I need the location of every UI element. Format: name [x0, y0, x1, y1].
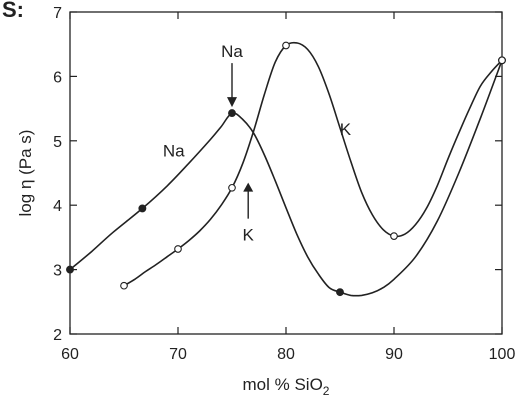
data-point-k — [390, 232, 398, 240]
plot-frame — [69, 11, 503, 335]
data-point-k — [174, 245, 182, 253]
data-point-k — [228, 183, 236, 192]
arrow-head — [243, 182, 254, 192]
data-point-k — [498, 56, 506, 65]
figure-label: S: — [2, 0, 24, 22]
y-tick-label: 7 — [53, 5, 62, 22]
series-curves — [69, 41, 503, 297]
x-axis-label-main: mol % SiO — [243, 375, 323, 394]
data-point-na — [228, 109, 236, 118]
series-line-na — [69, 60, 503, 297]
data-point-na — [66, 265, 74, 274]
x-tick-label: 80 — [277, 346, 295, 363]
annotation-k-arrow: K — [243, 226, 255, 245]
data-points — [66, 41, 506, 297]
arrow-head — [227, 97, 237, 108]
y-tick-label: 2 — [53, 327, 62, 344]
data-point-na — [138, 204, 147, 213]
data-point-na — [336, 288, 344, 297]
x-tick-label: 100 — [489, 346, 516, 363]
y-axis-label: log η (Pa s) — [16, 130, 35, 217]
x-tick-label: 90 — [385, 346, 403, 363]
y-tick-label: 3 — [53, 263, 62, 280]
annotation-k-curve: K — [340, 120, 352, 139]
y-tick-label: 5 — [53, 134, 62, 151]
x-axis-label: mol % SiO2 — [243, 375, 330, 398]
y-tick-label: 4 — [53, 198, 62, 215]
series-line-k — [123, 41, 503, 287]
annotation-na-curve: Na — [163, 141, 185, 160]
annotation-na-arrow: Na — [221, 42, 243, 61]
y-tick-label: 6 — [53, 69, 62, 86]
axis-ticks: 60 70 80 90 100 2 3 4 5 6 7 — [53, 5, 515, 363]
x-axis-label-subscript: 2 — [323, 384, 330, 398]
annotations: Na K Na K — [163, 42, 352, 245]
data-point-k — [282, 41, 290, 50]
annotation-arrows — [227, 63, 254, 219]
x-tick-label: 60 — [61, 346, 79, 363]
data-point-k — [120, 281, 128, 290]
x-tick-label: 70 — [169, 346, 187, 363]
